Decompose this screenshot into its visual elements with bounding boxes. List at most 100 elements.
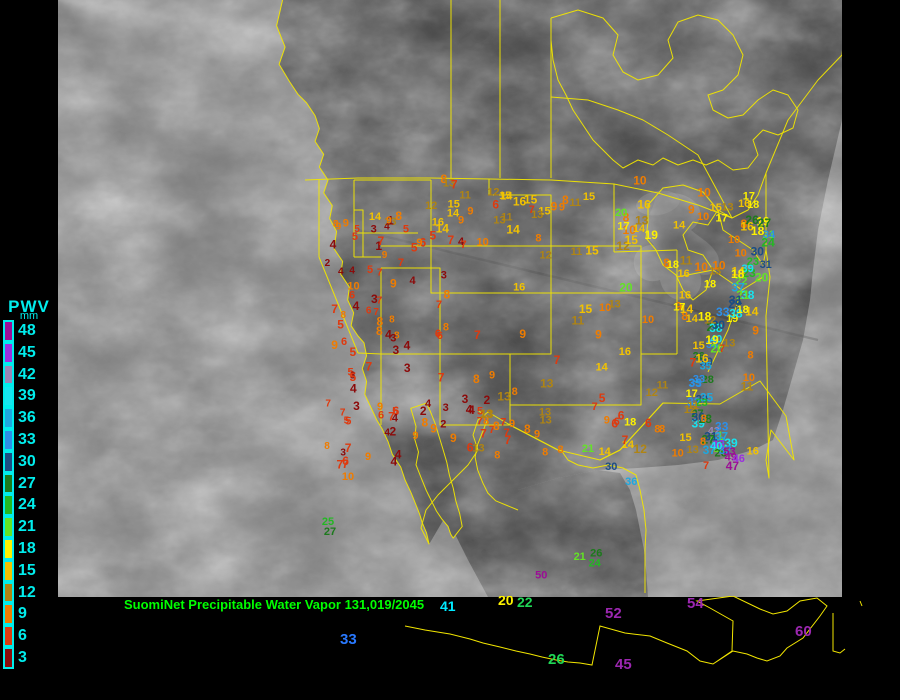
svg-text:3: 3 [371,223,377,235]
svg-text:18: 18 [698,310,712,324]
svg-text:7: 7 [378,234,385,248]
svg-text:4: 4 [404,339,411,353]
svg-text:18: 18 [704,279,716,291]
svg-text:14: 14 [599,446,612,458]
svg-text:9: 9 [390,277,397,291]
svg-text:7: 7 [438,371,445,385]
svg-text:12: 12 [684,404,696,416]
svg-text:9: 9 [534,429,540,441]
svg-text:11: 11 [571,246,583,258]
svg-text:27: 27 [324,526,336,538]
svg-text:13: 13 [493,215,505,227]
svg-text:41: 41 [440,598,456,614]
svg-text:11: 11 [657,380,669,392]
svg-text:5: 5 [345,416,351,428]
svg-text:13: 13 [723,338,735,350]
svg-text:7: 7 [504,427,510,439]
svg-text:18: 18 [751,224,765,238]
svg-text:19: 19 [645,228,659,242]
svg-text:8: 8 [701,413,707,425]
svg-text:7: 7 [461,239,467,251]
svg-text:20: 20 [498,596,514,608]
svg-text:8: 8 [443,322,449,334]
svg-text:3: 3 [462,392,469,406]
svg-text:9: 9 [688,202,695,216]
svg-text:26: 26 [548,651,565,668]
svg-text:45: 45 [615,656,632,673]
svg-text:7: 7 [622,433,629,447]
svg-text:10: 10 [697,211,709,223]
svg-text:16: 16 [619,346,631,358]
svg-text:9: 9 [412,430,418,442]
svg-text:8: 8 [493,419,500,433]
svg-text:14: 14 [633,223,646,235]
svg-text:13: 13 [540,415,552,427]
svg-text:17: 17 [617,221,629,233]
svg-text:24: 24 [589,558,602,570]
svg-text:10: 10 [697,186,711,200]
svg-text:8: 8 [535,233,541,245]
svg-text:9: 9 [509,418,515,430]
svg-text:9: 9 [343,218,349,230]
svg-text:4: 4 [468,403,475,417]
svg-text:3: 3 [443,402,449,414]
svg-text:7: 7 [436,299,442,311]
svg-text:9: 9 [416,237,422,249]
svg-text:6: 6 [366,306,372,317]
svg-text:10: 10 [633,174,647,188]
svg-text:8: 8 [324,441,330,452]
svg-text:8: 8 [341,310,347,321]
svg-text:2: 2 [440,419,446,431]
svg-text:10: 10 [642,314,654,326]
svg-text:15: 15 [583,191,595,203]
svg-text:8: 8 [557,444,563,456]
svg-text:15: 15 [448,198,460,210]
svg-text:9: 9 [519,327,526,341]
svg-text:20: 20 [619,281,633,295]
svg-text:9: 9 [430,421,437,435]
svg-text:8: 8 [654,423,660,435]
svg-text:9: 9 [752,323,759,337]
svg-text:10: 10 [712,258,726,272]
svg-text:9: 9 [450,431,457,445]
svg-text:19: 19 [705,333,719,347]
svg-text:7: 7 [377,268,383,279]
svg-text:18: 18 [731,267,745,281]
svg-text:15: 15 [679,432,691,444]
svg-text:9: 9 [604,415,610,427]
svg-text:6: 6 [341,336,347,348]
svg-text:8: 8 [389,314,395,325]
svg-text:8: 8 [542,447,548,459]
svg-text:18: 18 [737,304,749,316]
svg-text:21: 21 [582,443,594,455]
svg-text:7: 7 [703,460,709,472]
svg-text:18: 18 [624,416,636,428]
svg-text:30: 30 [605,461,617,473]
svg-text:7: 7 [325,398,331,409]
svg-text:17: 17 [673,301,685,313]
svg-text:20: 20 [755,270,769,284]
svg-text:52: 52 [605,605,622,622]
svg-text:15: 15 [625,233,639,247]
svg-text:12: 12 [425,200,437,212]
svg-text:12: 12 [634,442,648,456]
svg-text:8: 8 [512,386,518,398]
svg-text:3: 3 [404,361,411,375]
svg-text:16: 16 [677,268,689,280]
svg-text:7: 7 [592,401,598,413]
svg-text:13: 13 [472,443,484,455]
svg-text:8: 8 [422,415,429,429]
svg-text:15: 15 [692,340,704,352]
svg-text:16: 16 [738,198,750,210]
svg-text:6: 6 [492,197,499,211]
svg-text:14: 14 [673,219,686,231]
svg-text:13: 13 [497,389,511,403]
svg-text:6: 6 [349,290,355,302]
svg-text:50: 50 [535,569,547,581]
svg-text:14: 14 [506,222,520,236]
svg-text:4: 4 [410,275,417,287]
svg-text:7: 7 [480,427,487,441]
svg-text:54: 54 [687,596,704,612]
svg-text:4: 4 [395,448,402,462]
svg-text:7: 7 [342,457,349,471]
